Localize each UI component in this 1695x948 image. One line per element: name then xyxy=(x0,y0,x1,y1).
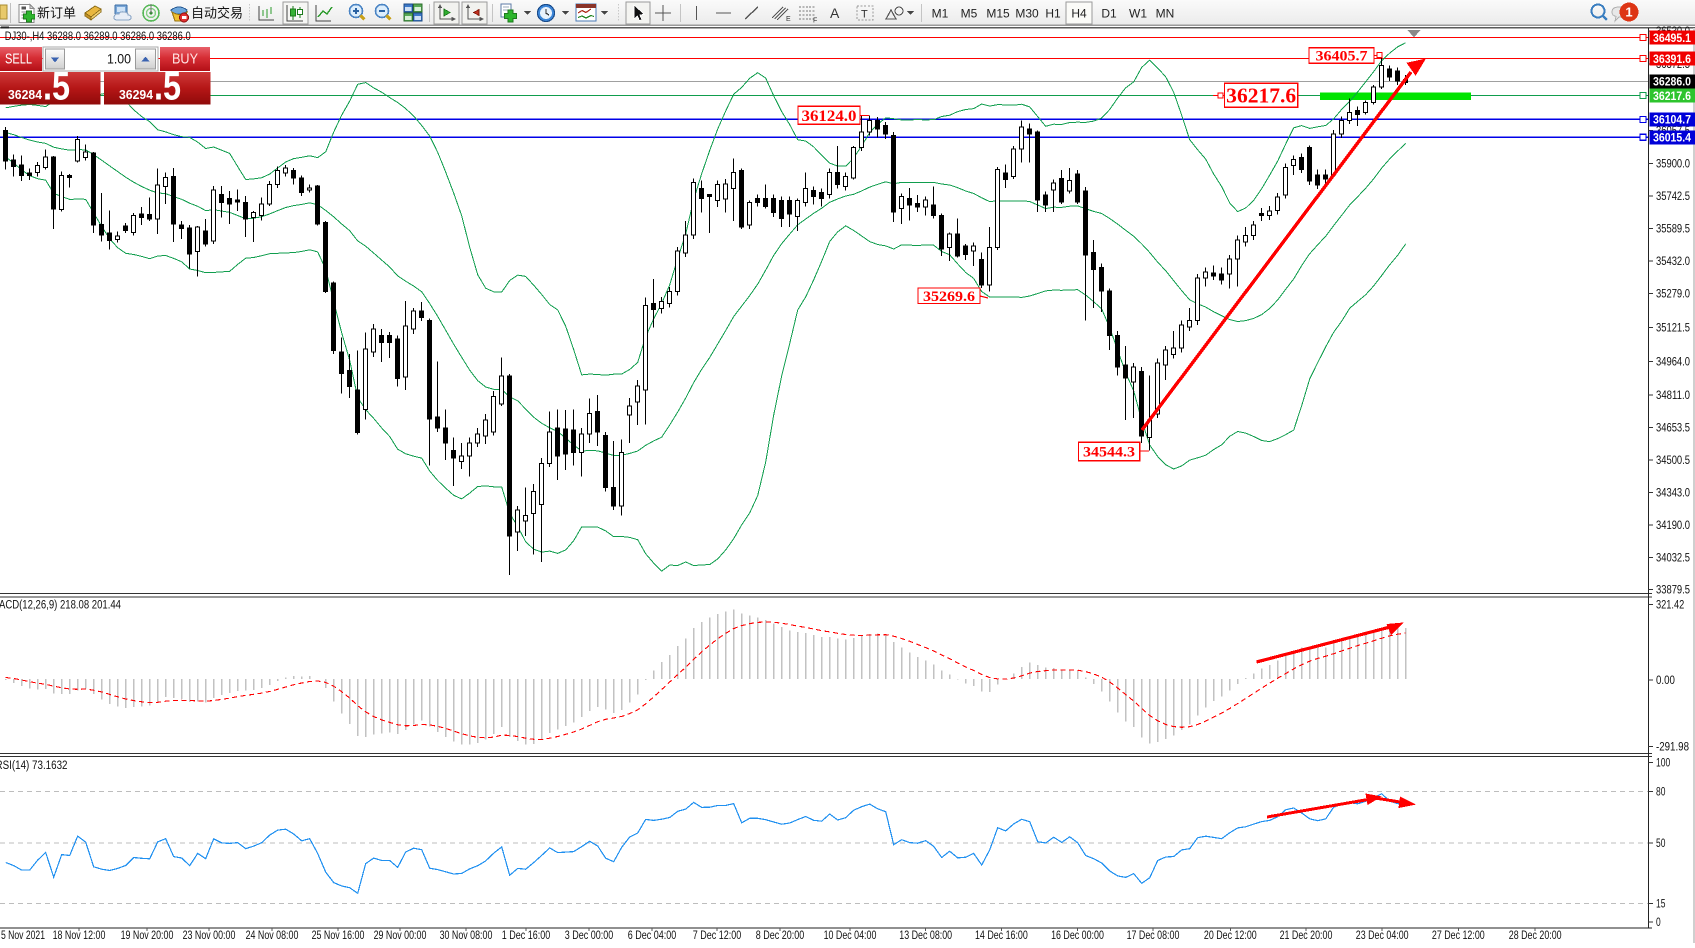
svg-text:19 Nov 20:00: 19 Nov 20:00 xyxy=(121,930,174,942)
svg-text:35269.6: 35269.6 xyxy=(923,289,976,305)
svg-text:23 Nov 00:00: 23 Nov 00:00 xyxy=(183,930,236,942)
svg-text:15: 15 xyxy=(1656,898,1665,910)
svg-text:80: 80 xyxy=(1656,786,1665,798)
svg-text:16 Dec 00:00: 16 Dec 00:00 xyxy=(1051,930,1104,942)
svg-text:23 Dec 04:00: 23 Dec 04:00 xyxy=(1356,930,1409,942)
svg-text:34811.0: 34811.0 xyxy=(1656,390,1690,402)
svg-text:36124.0: 36124.0 xyxy=(802,108,857,125)
svg-text:17 Dec 08:00: 17 Dec 08:00 xyxy=(1127,930,1180,942)
svg-text:M1: M1 xyxy=(932,7,949,21)
svg-text:1.00: 1.00 xyxy=(107,51,131,67)
svg-text:D1: D1 xyxy=(1101,7,1117,21)
svg-text:0.00: 0.00 xyxy=(1656,675,1675,687)
svg-text:1: 1 xyxy=(1625,5,1632,20)
svg-text:M15: M15 xyxy=(986,7,1010,21)
svg-text:10 Dec 04:00: 10 Dec 04:00 xyxy=(824,930,877,942)
svg-text:MN: MN xyxy=(1156,7,1175,21)
svg-text:5 Nov 2021: 5 Nov 2021 xyxy=(1,930,45,942)
svg-text:M30: M30 xyxy=(1015,7,1039,21)
svg-text:21 Dec 20:00: 21 Dec 20:00 xyxy=(1280,930,1333,942)
svg-text:34964.0: 34964.0 xyxy=(1656,357,1690,369)
svg-text:0: 0 xyxy=(1656,917,1661,929)
svg-text:36294: 36294 xyxy=(119,87,154,102)
svg-text:T: T xyxy=(861,9,868,21)
svg-text:35742.5: 35742.5 xyxy=(1656,191,1690,203)
svg-text:34544.3: 34544.3 xyxy=(1083,445,1135,461)
svg-text:3 Dec 00:00: 3 Dec 00:00 xyxy=(565,930,613,942)
svg-text:35900.0: 35900.0 xyxy=(1656,158,1690,170)
svg-text:35589.5: 35589.5 xyxy=(1656,224,1690,236)
svg-text:34190.0: 34190.0 xyxy=(1656,520,1690,532)
svg-text:25 Nov 16:00: 25 Nov 16:00 xyxy=(312,930,365,942)
svg-text:35279.0: 35279.0 xyxy=(1656,289,1690,301)
svg-text:E: E xyxy=(786,16,791,23)
svg-text:W1: W1 xyxy=(1129,7,1147,21)
svg-text:36015.4: 36015.4 xyxy=(1653,131,1691,145)
svg-text:33879.5: 33879.5 xyxy=(1656,585,1690,597)
svg-text:321.42: 321.42 xyxy=(1656,600,1684,612)
svg-text:自动交易: 自动交易 xyxy=(191,6,243,21)
svg-text:29 Nov 00:00: 29 Nov 00:00 xyxy=(374,930,427,942)
svg-text:A: A xyxy=(830,5,840,21)
svg-text:14 Dec 16:00: 14 Dec 16:00 xyxy=(975,930,1028,942)
svg-text:1 Dec 16:00: 1 Dec 16:00 xyxy=(502,930,550,942)
svg-text:34343.0: 34343.0 xyxy=(1656,488,1690,500)
svg-text:35432.0: 35432.0 xyxy=(1656,256,1690,268)
svg-text:H1: H1 xyxy=(1045,7,1061,21)
svg-text:DJ30-,H4 36288.0 36289.0 3628: DJ30-,H4 36288.0 36289.0 36286.0 36286.0 xyxy=(5,29,191,43)
svg-text:36217.6: 36217.6 xyxy=(1226,83,1296,107)
svg-text:28 Dec 20:00: 28 Dec 20:00 xyxy=(1509,930,1562,942)
svg-text:36391.6: 36391.6 xyxy=(1653,52,1691,66)
svg-text:36104.7: 36104.7 xyxy=(1653,113,1691,127)
svg-text:27 Dec 12:00: 27 Dec 12:00 xyxy=(1432,930,1485,942)
svg-text:50: 50 xyxy=(1656,838,1665,850)
svg-text:.5: .5 xyxy=(154,65,181,109)
svg-text:24 Nov 08:00: 24 Nov 08:00 xyxy=(246,930,299,942)
svg-text:H4: H4 xyxy=(1071,7,1087,21)
svg-text:M5: M5 xyxy=(961,7,978,21)
svg-text:100: 100 xyxy=(1656,758,1670,770)
svg-text:36286.0: 36286.0 xyxy=(1653,75,1691,89)
svg-text:.5: .5 xyxy=(43,65,70,109)
svg-text:6 Dec 04:00: 6 Dec 04:00 xyxy=(628,930,676,942)
svg-text:34032.5: 34032.5 xyxy=(1656,552,1690,564)
svg-text:20 Dec 12:00: 20 Dec 12:00 xyxy=(1204,930,1257,942)
svg-text:36284: 36284 xyxy=(8,87,43,102)
svg-text:34653.5: 34653.5 xyxy=(1656,422,1690,434)
svg-text:-291.98: -291.98 xyxy=(1656,741,1689,753)
svg-text:35121.5: 35121.5 xyxy=(1656,323,1690,335)
svg-text:36495.1: 36495.1 xyxy=(1653,31,1691,45)
svg-text:新订单: 新订单 xyxy=(37,6,76,21)
svg-text:36217.6: 36217.6 xyxy=(1653,89,1691,103)
svg-text:MACD(12,26,9) 218.08 201.44: MACD(12,26,9) 218.08 201.44 xyxy=(0,600,121,612)
svg-text:RSI(14) 73.1632: RSI(14) 73.1632 xyxy=(0,760,68,772)
svg-text:SELL: SELL xyxy=(5,51,32,68)
svg-text:18 Nov 12:00: 18 Nov 12:00 xyxy=(53,930,106,942)
svg-text:30 Nov 08:00: 30 Nov 08:00 xyxy=(440,930,493,942)
svg-text:13 Dec 08:00: 13 Dec 08:00 xyxy=(899,930,952,942)
svg-text:F: F xyxy=(813,18,817,25)
svg-text:8 Dec 20:00: 8 Dec 20:00 xyxy=(756,930,804,942)
svg-text:36405.7: 36405.7 xyxy=(1316,49,1369,65)
svg-text:34500.5: 34500.5 xyxy=(1656,455,1690,467)
svg-text:7 Dec 12:00: 7 Dec 12:00 xyxy=(693,930,741,942)
